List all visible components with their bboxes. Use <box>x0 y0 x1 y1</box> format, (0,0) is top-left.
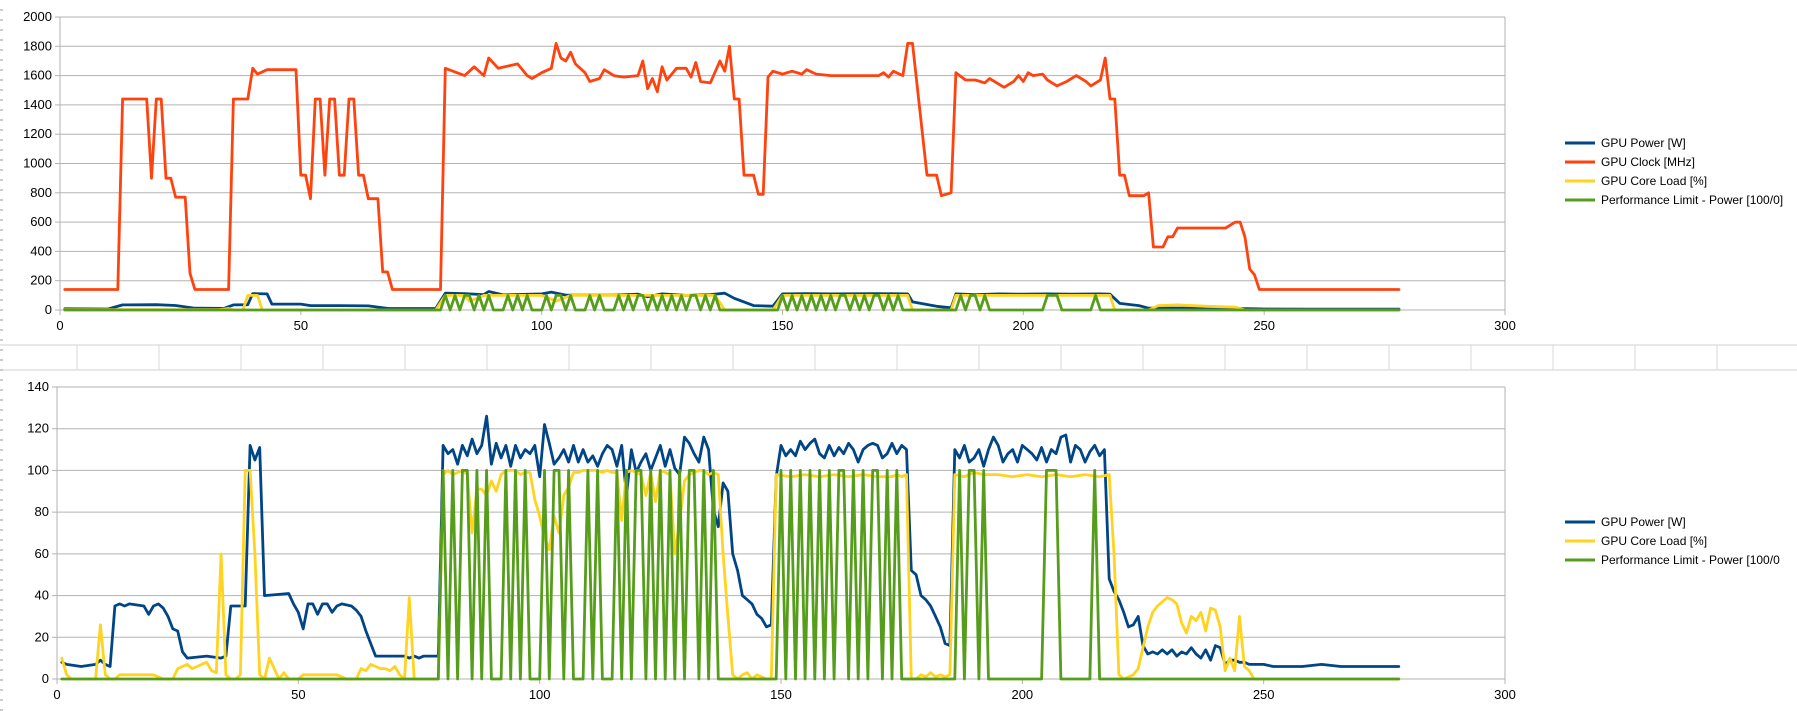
y-tick-label: 1200 <box>23 126 52 141</box>
y-tick-label: 100 <box>27 462 49 477</box>
legend-label: GPU Power [W] <box>1601 515 1686 529</box>
series-line-perf-limit-power <box>60 469 1401 681</box>
x-tick-label: 300 <box>1494 687 1516 702</box>
x-tick-label: 150 <box>770 687 792 702</box>
ruler-strip <box>0 9 1797 711</box>
x-tick-label: 200 <box>1011 687 1033 702</box>
y-tick-label: 60 <box>35 546 49 561</box>
x-tick-label: 100 <box>531 318 553 333</box>
y-tick-label: 140 <box>27 379 49 394</box>
legend-label: GPU Power [W] <box>1601 136 1686 150</box>
chart-top: 0 200 400 600 800 1000 1200 1400 1600 1800 2000 0 50… <box>23 9 1783 333</box>
legend-label: Performance Limit - Power [100/0 <box>1601 553 1780 567</box>
x-tick-label: 250 <box>1253 687 1275 702</box>
x-tick-label: 250 <box>1253 318 1275 333</box>
x-tick-label: 150 <box>772 318 794 333</box>
y-tick-label: 20 <box>35 629 49 644</box>
y-tick-label: 1000 <box>23 156 52 171</box>
legend-label: Performance Limit - Power [100/0] <box>1601 193 1783 207</box>
y-tick-label: 120 <box>27 421 49 436</box>
chart-bottom: 0 20 40 60 80 100 120 140 0 50 100 150 200 250 300 GPU … <box>27 379 1780 702</box>
y-tick-label: 2000 <box>23 9 52 24</box>
y-tick-label: 0 <box>42 671 49 686</box>
series-line-gpu-clock <box>63 42 1401 291</box>
y-tick-label: 1600 <box>23 68 52 83</box>
y-tick-label: 40 <box>35 588 49 603</box>
x-tick-label: 0 <box>56 318 63 333</box>
y-tick-label: 600 <box>30 214 52 229</box>
y-tick-label: 1800 <box>23 38 52 53</box>
y-tick-label: 400 <box>30 243 52 258</box>
series-line-gpu-power <box>60 414 1401 668</box>
y-tick-label: 200 <box>30 273 52 288</box>
x-tick-label: 300 <box>1494 318 1516 333</box>
x-tick-label: 0 <box>53 687 60 702</box>
legend-label: GPU Core Load [%] <box>1601 174 1707 188</box>
x-tick-label: 50 <box>291 687 305 702</box>
series-line-perf-limit-power <box>63 294 1401 312</box>
legend-label: GPU Core Load [%] <box>1601 534 1707 548</box>
y-tick-label: 80 <box>35 504 49 519</box>
y-tick-label: 1400 <box>23 97 52 112</box>
y-tick-label: 800 <box>30 185 52 200</box>
x-tick-label: 50 <box>294 318 308 333</box>
x-tick-label: 100 <box>529 687 551 702</box>
legend-label: GPU Clock [MHz] <box>1601 155 1695 169</box>
x-tick-label: 200 <box>1012 318 1034 333</box>
y-tick-label: 0 <box>45 302 52 317</box>
